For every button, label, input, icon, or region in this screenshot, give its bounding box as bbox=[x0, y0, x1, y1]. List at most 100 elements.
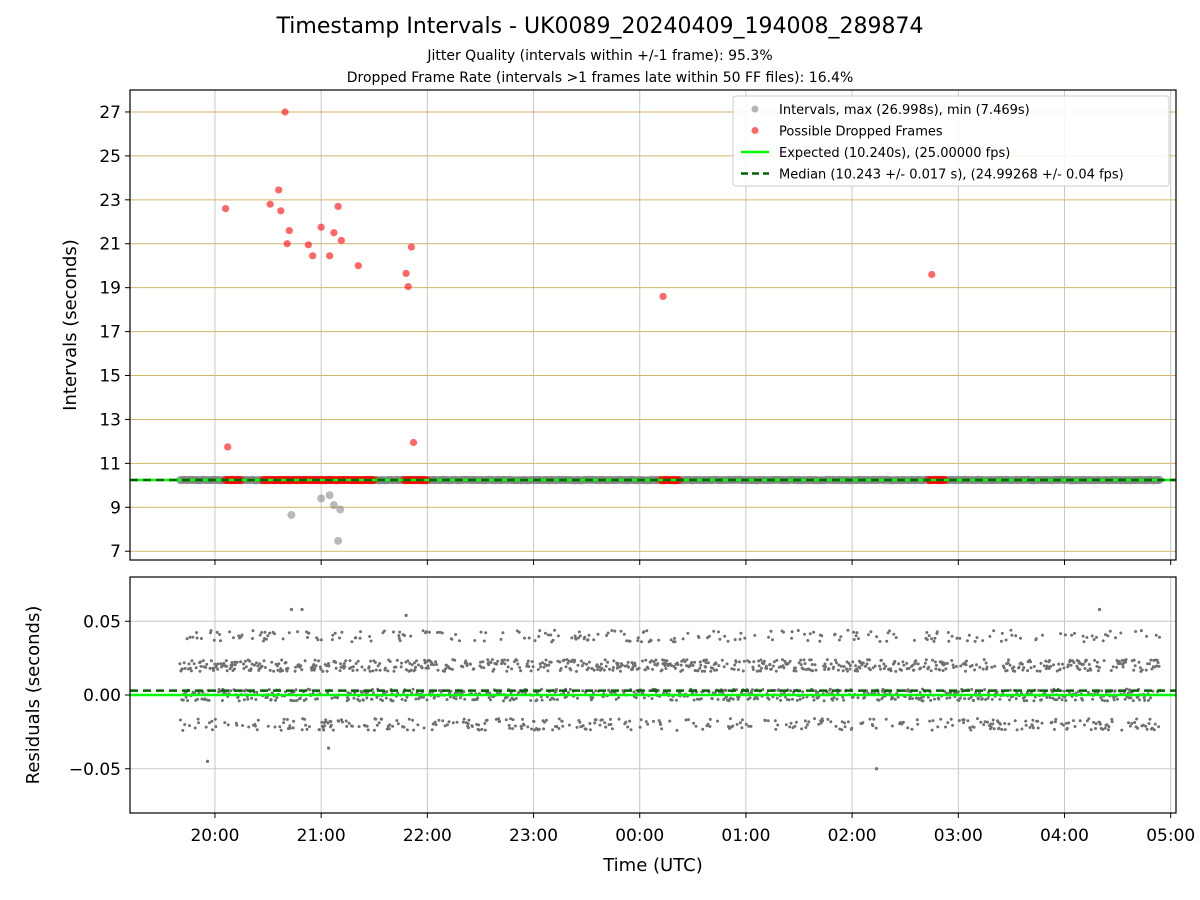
residual-point bbox=[604, 725, 608, 729]
residual-point bbox=[855, 631, 859, 635]
dropped-frame-rate-subtitle: Dropped Frame Rate (intervals >1 frames … bbox=[346, 70, 854, 86]
residual-point bbox=[663, 661, 667, 665]
residual-point bbox=[194, 666, 198, 670]
residual-point bbox=[679, 663, 683, 667]
residual-point bbox=[628, 639, 632, 643]
residual-point bbox=[998, 722, 1002, 726]
residual-point bbox=[1069, 663, 1073, 667]
residual-point bbox=[782, 630, 785, 634]
residual-point bbox=[490, 658, 494, 662]
residual-point bbox=[879, 658, 883, 662]
residual-point bbox=[950, 659, 954, 662]
residual-point bbox=[577, 636, 580, 640]
residual-point bbox=[603, 721, 607, 725]
residual-point bbox=[892, 632, 896, 636]
residual-point bbox=[551, 638, 555, 642]
residual-point bbox=[1037, 689, 1041, 693]
top-y-tick-label: 27 bbox=[99, 103, 121, 123]
residual-point bbox=[527, 665, 531, 668]
residual-point bbox=[200, 697, 204, 701]
residual-point bbox=[1040, 698, 1043, 702]
residual-point bbox=[1008, 698, 1011, 702]
legend-entry-label: Intervals, max (26.998s), min (7.469s) bbox=[779, 103, 1030, 118]
bottom-y-tick-label: 0.05 bbox=[83, 612, 121, 632]
dropped-frame-point bbox=[224, 443, 232, 451]
residual-point bbox=[543, 720, 546, 724]
residual-point bbox=[567, 723, 571, 727]
residual-point bbox=[790, 630, 794, 634]
residual-point bbox=[626, 725, 630, 729]
residual-point bbox=[414, 665, 417, 669]
residual-point bbox=[272, 669, 276, 673]
residual-point bbox=[521, 717, 524, 721]
residual-point bbox=[326, 721, 330, 725]
residual-point bbox=[835, 697, 839, 701]
residual-point bbox=[440, 631, 444, 635]
residual-point bbox=[395, 658, 399, 662]
residual-point bbox=[629, 728, 633, 732]
residual-point bbox=[1061, 662, 1064, 666]
residual-point bbox=[465, 664, 469, 668]
residual-point bbox=[441, 719, 445, 723]
residual-point bbox=[686, 718, 690, 722]
residual-point bbox=[495, 662, 499, 666]
residual-point bbox=[520, 727, 524, 731]
residual-point bbox=[801, 696, 805, 700]
residual-point bbox=[516, 662, 520, 666]
residual-point bbox=[336, 696, 340, 700]
residual-point bbox=[374, 668, 378, 672]
residual-point bbox=[1097, 666, 1101, 669]
residual-point bbox=[768, 663, 772, 666]
residual-point bbox=[430, 661, 434, 665]
residual-point bbox=[256, 664, 260, 668]
residual-point bbox=[199, 660, 202, 664]
residual-point bbox=[782, 666, 786, 670]
residual-point bbox=[476, 696, 480, 700]
residual-point bbox=[1092, 638, 1096, 641]
residual-point bbox=[1078, 668, 1082, 672]
residual-point bbox=[1096, 669, 1100, 673]
residual-point bbox=[275, 696, 279, 700]
residual-point bbox=[722, 698, 726, 701]
residual-point bbox=[314, 664, 318, 668]
residual-point bbox=[1148, 717, 1152, 721]
residual-point bbox=[501, 699, 505, 703]
residual-point bbox=[795, 698, 799, 702]
residual-point bbox=[372, 728, 376, 732]
residual-point bbox=[848, 664, 852, 667]
residual-point bbox=[1057, 662, 1061, 666]
residual-point bbox=[1007, 722, 1011, 726]
residual-point bbox=[856, 696, 860, 700]
residual-point bbox=[1138, 666, 1142, 670]
residual-point bbox=[243, 659, 247, 663]
residual-point bbox=[304, 697, 308, 701]
residual-point bbox=[699, 663, 703, 667]
residual-point bbox=[1129, 696, 1133, 700]
residual-point bbox=[268, 668, 272, 672]
residual-point bbox=[816, 690, 820, 694]
residual-point bbox=[438, 630, 442, 634]
residual-point bbox=[269, 698, 273, 701]
residual-point bbox=[207, 698, 211, 702]
residual-point bbox=[983, 720, 987, 724]
residual-point bbox=[356, 659, 360, 663]
residual-point bbox=[214, 665, 218, 669]
legend: Intervals, max (26.998s), min (7.469s) Po… bbox=[732, 95, 1170, 187]
residual-point bbox=[1120, 658, 1124, 662]
residual-point bbox=[676, 663, 680, 667]
residual-point bbox=[933, 660, 937, 664]
residual-point bbox=[988, 634, 992, 638]
top-y-tick-label: 7 bbox=[110, 542, 121, 562]
residual-point bbox=[1148, 662, 1151, 666]
residual-point bbox=[1096, 691, 1100, 695]
residual-point bbox=[551, 728, 555, 732]
residual-point bbox=[825, 658, 829, 662]
residual-point bbox=[388, 723, 392, 727]
residual-point bbox=[1157, 725, 1161, 729]
residual-point bbox=[331, 728, 335, 732]
residual-point bbox=[946, 721, 950, 725]
residual-point bbox=[788, 725, 792, 729]
residual-point bbox=[902, 663, 906, 667]
residual-point bbox=[498, 720, 502, 723]
residual-point bbox=[1004, 638, 1008, 642]
